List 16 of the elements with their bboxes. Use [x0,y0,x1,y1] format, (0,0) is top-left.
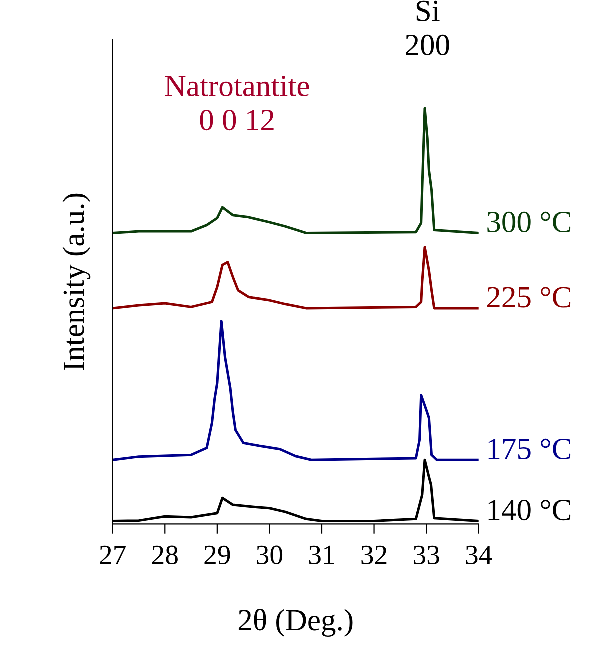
x-tick-label: 27 [100,546,126,564]
x-tick-label: 32 [362,546,387,565]
x-tick-label: 29 [204,546,230,565]
x-tick-label: 30 [257,546,283,565]
y-axis-title: Intensity (a.u.) [62,194,91,370]
x-tick-label: 33 [414,546,440,565]
series-label: 140 °C [488,500,571,521]
text: Si 200 [406,0,450,56]
series-label: 225 °C [488,287,571,308]
x-axis-title: 2θ (Deg.) [238,609,353,638]
series-label: 175 °C [488,438,571,460]
x-tick-label: 31 [309,546,334,565]
annotation: Natrotantite 0 0 12 [165,76,310,131]
x-tick-label: 34 [466,546,492,565]
x-tick-label: 28 [152,546,178,565]
series-label: 300 °C [488,212,571,233]
